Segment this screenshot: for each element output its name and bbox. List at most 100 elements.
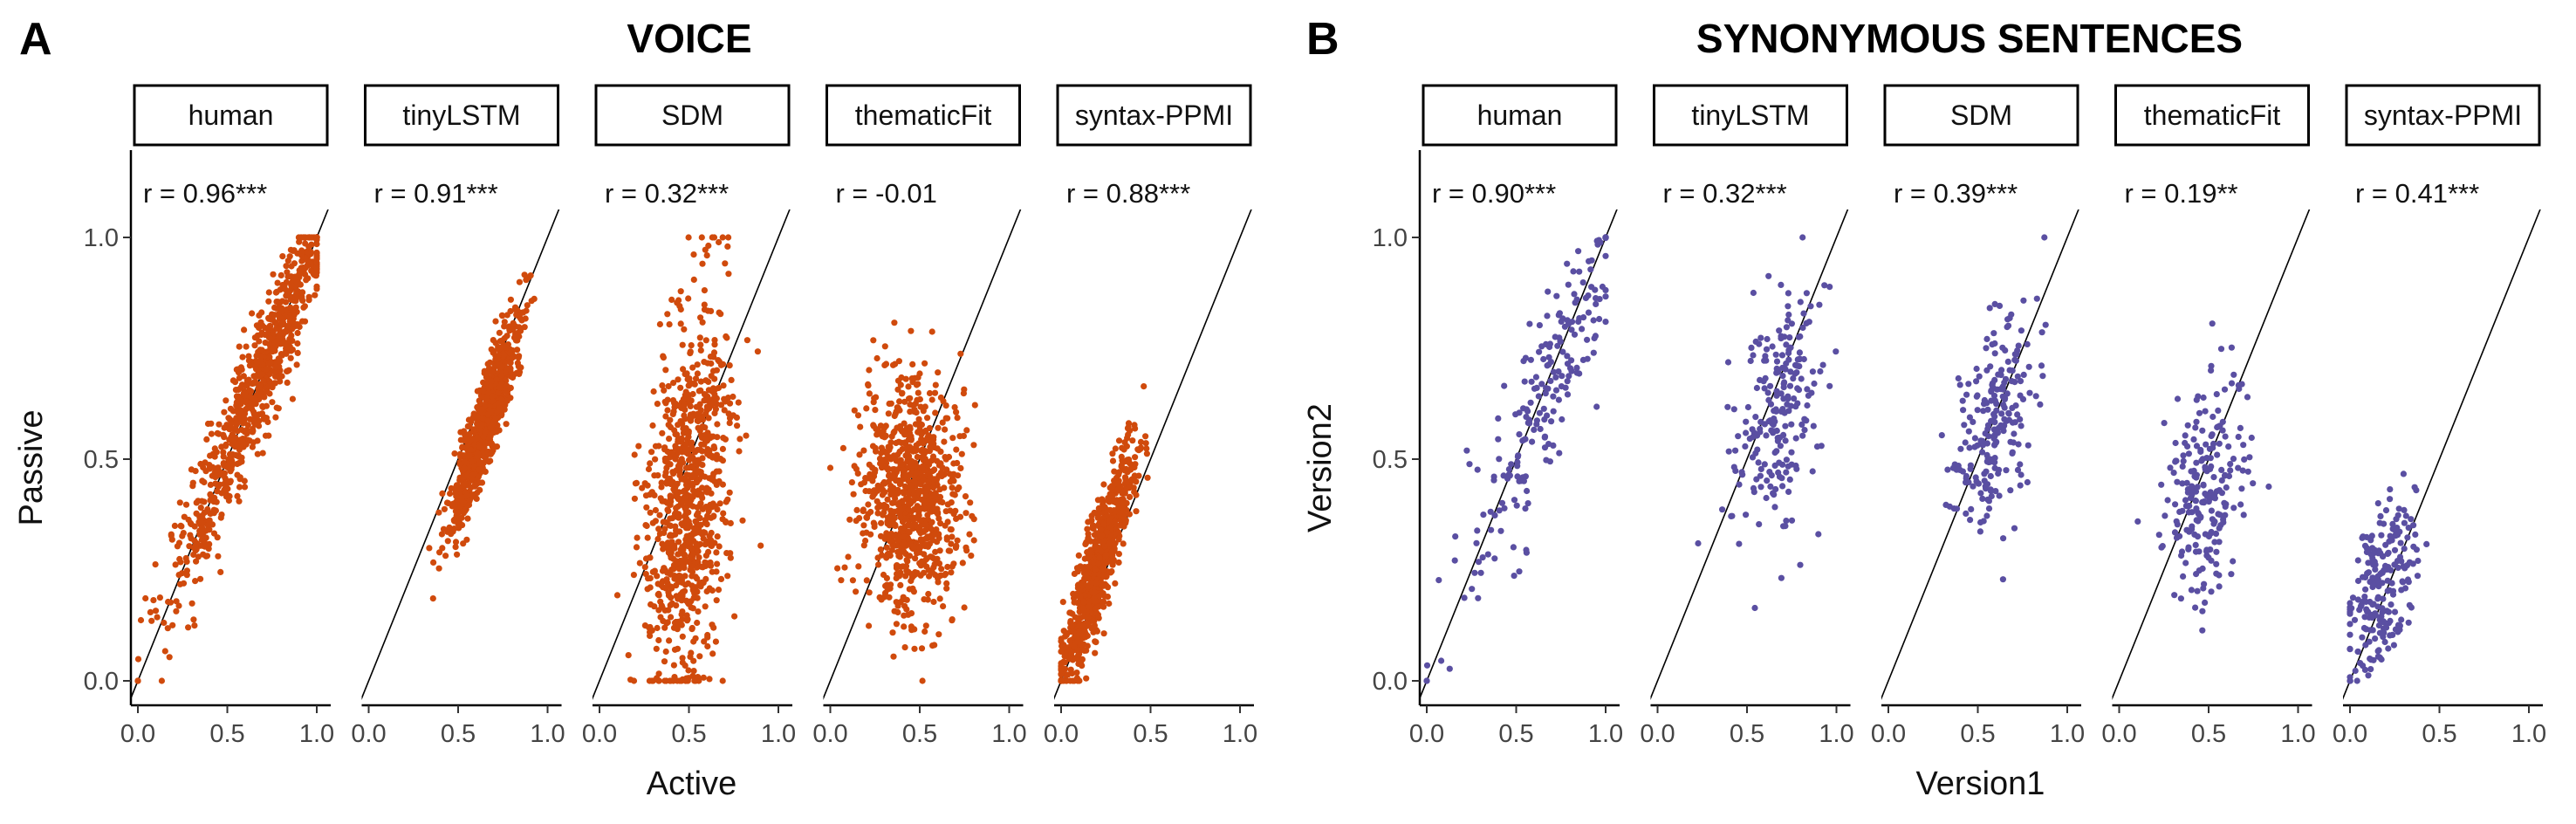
data-point [1955,374,1962,382]
data-point [694,594,701,601]
data-point [725,271,732,278]
data-point [288,332,295,339]
data-point [313,283,320,290]
data-point [662,469,669,476]
data-point [459,444,466,451]
data-point [1602,252,1609,259]
data-point [950,511,957,518]
data-point [961,386,968,393]
data-point [1073,654,1080,661]
data-point [734,422,741,429]
data-point [682,505,689,512]
x-tick-label: 1.0 [1223,720,1257,748]
facet-strip [826,84,1021,147]
data-point [1983,345,1990,352]
data-point [1552,387,1560,394]
data-point [295,234,302,241]
scatter-points [613,234,764,684]
data-point [697,446,704,454]
data-point [679,544,686,551]
data-point [668,554,675,561]
data-point [1743,429,1750,436]
data-point [914,453,921,461]
data-point [676,677,683,684]
data-point [459,498,466,505]
data-point [739,517,746,524]
data-point [705,415,712,422]
data-point [1522,354,1529,361]
data-point [679,633,686,640]
data-point [1108,492,1116,499]
data-point [1757,484,1764,491]
data-point [711,341,718,348]
data-point [887,491,894,498]
data-point [426,545,433,552]
data-point [1536,322,1543,329]
data-point [683,370,690,377]
data-point [507,296,515,303]
data-point [1556,310,1563,317]
data-point [1092,638,1099,645]
data-point [1480,512,1487,518]
data-point [891,428,898,436]
data-point [1750,289,1757,297]
data-point [1446,665,1453,672]
data-point [959,560,966,566]
data-point [1744,403,1751,411]
data-point [275,355,282,362]
data-point [1576,315,1583,322]
data-point [1585,309,1593,316]
data-point [694,361,701,368]
data-point [1521,436,1528,443]
data-point [243,382,250,389]
data-point [897,514,904,521]
data-point [226,415,233,422]
data-point [273,325,280,332]
data-point [435,565,442,572]
data-point [458,514,465,521]
data-point [253,353,260,360]
data-point [674,299,681,306]
data-point [892,360,899,367]
scatter-points [1423,234,1609,684]
data-point [284,258,291,264]
data-point [885,410,892,417]
data-point [688,453,695,460]
data-point [704,448,711,455]
data-point [678,611,685,618]
data-point [907,425,914,432]
data-point [1109,457,1117,464]
data-point [688,546,695,553]
data-point [883,574,891,582]
data-point [944,563,951,571]
x-tick-label: 0.5 [441,720,476,748]
data-point [932,381,939,388]
data-point [860,447,867,454]
data-point [1970,418,1977,425]
data-point [897,506,904,514]
data-point [516,368,524,375]
data-point [1058,670,1065,677]
data-point [928,568,935,576]
data-point [891,319,898,326]
data-point [510,371,517,378]
data-point [211,453,218,460]
data-point [948,499,955,506]
data-point [709,513,717,520]
data-point [656,530,664,538]
data-point [925,432,932,439]
data-point [430,559,437,566]
data-point [674,494,681,501]
data-point [1528,378,1535,385]
data-point [1724,403,1731,410]
data-point [647,601,654,608]
data-point [180,530,187,537]
data-point [690,668,697,675]
data-point [901,644,908,651]
data-point [448,531,455,538]
data-point [481,444,488,451]
data-point [1981,477,1988,484]
data-point [661,387,668,394]
data-point [488,346,495,353]
data-point [175,572,182,579]
